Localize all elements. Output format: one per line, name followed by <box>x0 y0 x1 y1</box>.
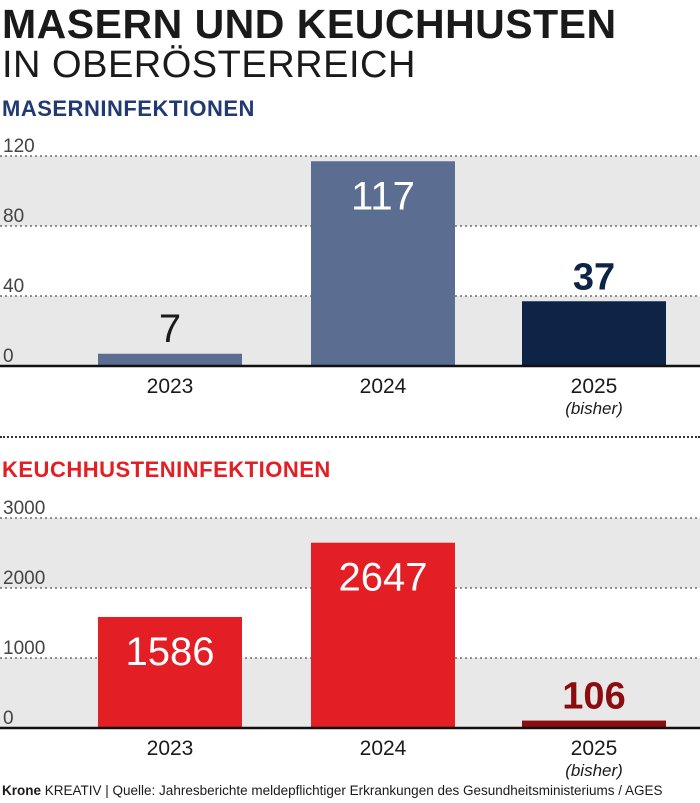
source-footer: Krone KREATIV | Quelle: Jahresberichte m… <box>2 783 663 798</box>
data-label: 117 <box>351 174 415 218</box>
pertussis-chart: 0 1000 2000 3000 1586 2023 2647 2024 106 2025(bis… <box>0 498 700 780</box>
data-label: 2647 <box>339 556 428 600</box>
data-label: 7 <box>159 307 181 351</box>
y-tick-label: 0 <box>3 346 14 367</box>
y-tick-label: 80 <box>3 206 24 227</box>
data-label: 37 <box>573 256 615 298</box>
data-label: 106 <box>562 676 625 718</box>
bar <box>98 616 242 728</box>
bar <box>522 720 666 728</box>
source-text: KREATIV | Quelle: Jahresberichte meldepf… <box>41 783 663 798</box>
bar <box>311 542 455 728</box>
y-tick-label: 2000 <box>3 568 45 589</box>
chart-title: MASERN UND KEUCHHUSTEN <box>2 1 617 47</box>
x-tick-label: 2025 <box>571 375 618 398</box>
measles-chart: 0 40 80 120 7 2023 117 2024 37 2025(bisher) <box>0 136 700 418</box>
x-tick-label: 2024 <box>360 737 407 760</box>
x-tick-label: 2024 <box>360 375 407 398</box>
y-tick-label: 0 <box>3 708 14 729</box>
bar <box>98 353 242 366</box>
y-tick-label: 3000 <box>3 498 45 519</box>
section-divider <box>0 436 700 438</box>
y-tick-label: 120 <box>3 136 35 157</box>
x-tick-label: 2023 <box>147 737 194 760</box>
pertussis-section-title: KEUCHHUSTENINFEKTIONEN <box>2 457 331 482</box>
bar <box>311 161 455 366</box>
y-tick-label: 1000 <box>3 638 45 659</box>
chart-subtitle: IN OBERÖSTERREICH <box>2 44 416 86</box>
data-label: 1586 <box>126 630 215 674</box>
brand-name: Krone <box>2 783 42 798</box>
x-tick-note: (bisher) <box>565 761 623 780</box>
measles-section-title: MASERNINFEKTIONEN <box>2 96 255 121</box>
x-tick-label: 2025 <box>571 737 618 760</box>
x-tick-label: 2023 <box>147 375 194 398</box>
x-tick-note: (bisher) <box>565 399 623 418</box>
bar <box>522 301 666 366</box>
y-tick-label: 40 <box>3 276 24 297</box>
